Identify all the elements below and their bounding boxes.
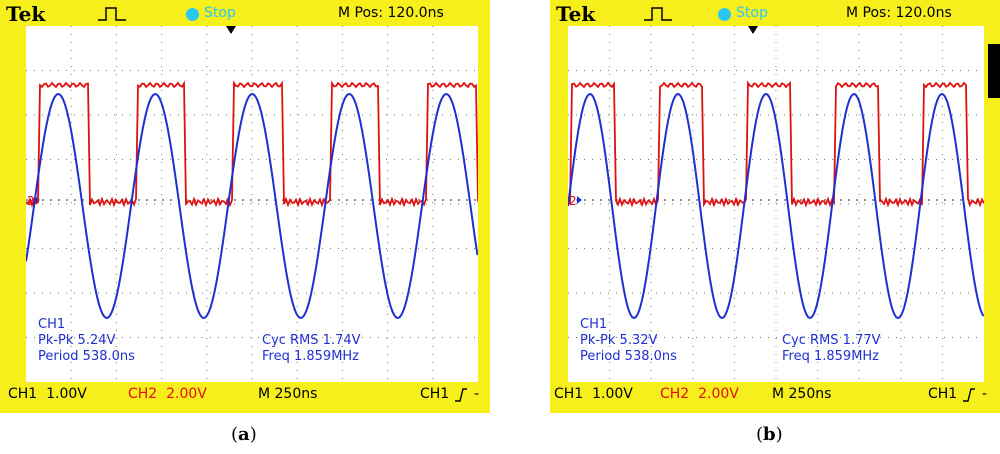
horizontal-position-label: M Pos: 120.0ns — [338, 5, 444, 21]
timebase-label: M 250ns — [772, 386, 832, 402]
measure-period: Period 538.0ns — [580, 349, 677, 364]
measure-rms: Cyc RMS 1.77V — [782, 333, 881, 348]
caption-b: (b) — [756, 424, 783, 445]
measure-freq: Freq 1.859MHz — [782, 349, 879, 364]
timebase-label: M 250ns — [258, 386, 318, 402]
measure-rms: Cyc RMS 1.74V — [262, 333, 361, 348]
waveform-display: 2 CH1 Pk-Pk 5.32V Period 538.0ns Cyc RMS 1.7… — [568, 26, 984, 382]
ch1-sine-trace — [26, 92, 478, 320]
measure-channel: CH1 — [580, 317, 607, 332]
scope-header: Tek Stop M Pos: 120.0ns — [0, 0, 490, 26]
ch1-scale-label: CH1 1.00V — [8, 386, 87, 402]
graticule — [26, 26, 478, 382]
ch2-square-trace — [26, 80, 478, 208]
oscilloscope-panel-b: Tek Stop M Pos: 120.0ns 2 CH1 Pk-Pk 5.32V P… — [550, 0, 1000, 413]
horizontal-position-label: M Pos: 120.0ns — [846, 5, 952, 21]
brand-label: Tek — [6, 2, 46, 26]
trigger-level-label: - — [474, 386, 480, 402]
ch1-sine-trace — [568, 92, 984, 320]
brand-label: Tek — [556, 2, 596, 26]
stop-indicator-icon — [718, 8, 731, 21]
measure-period: Period 538.0ns — [38, 349, 135, 364]
rising-edge-icon — [455, 388, 467, 402]
trigger-level-label: - — [982, 386, 988, 402]
pulse-trigger-icon — [98, 7, 126, 21]
ground-marker-icon: 2 — [569, 194, 577, 208]
ch1-scale-label: CH1 1.00V — [554, 386, 633, 402]
trigger-source-label: CH1 — [928, 386, 958, 402]
run-status-label: Stop — [736, 5, 768, 21]
run-status-label: Stop — [204, 5, 236, 21]
display-edge — [988, 44, 1000, 98]
trigger-source-label: CH1 — [420, 386, 450, 402]
trigger-position-marker-icon — [226, 26, 236, 34]
ch2-scale-label: CH2 2.00V — [128, 386, 207, 402]
scope-header: Tek Stop M Pos: 120.0ns — [550, 0, 1000, 26]
ch2-scale-label: CH2 2.00V — [660, 386, 739, 402]
pulse-trigger-icon — [644, 7, 672, 21]
rising-edge-icon — [963, 388, 975, 402]
measure-pkpk: Pk-Pk 5.24V — [38, 333, 116, 348]
oscilloscope-panel-a: Tek Stop M Pos: 120.0ns 2 CH1 Pk-Pk 5.24V P… — [0, 0, 490, 413]
trigger-position-marker-icon — [748, 26, 758, 34]
graticule — [568, 26, 984, 382]
scope-footer: CH1 1.00V CH2 2.00V M 250ns CH1 - — [0, 385, 490, 407]
measure-channel: CH1 — [38, 317, 65, 332]
scope-footer: CH1 1.00V CH2 2.00V M 250ns CH1 - — [550, 385, 1000, 407]
stop-indicator-icon — [186, 8, 199, 21]
measure-pkpk: Pk-Pk 5.32V — [580, 333, 658, 348]
ch2-square-trace — [568, 80, 984, 208]
waveform-display: 2 CH1 Pk-Pk 5.24V Period 538.0ns Cyc RMS 1.7… — [26, 26, 478, 382]
caption-a: (a) — [231, 424, 257, 445]
measure-freq: Freq 1.859MHz — [262, 349, 359, 364]
